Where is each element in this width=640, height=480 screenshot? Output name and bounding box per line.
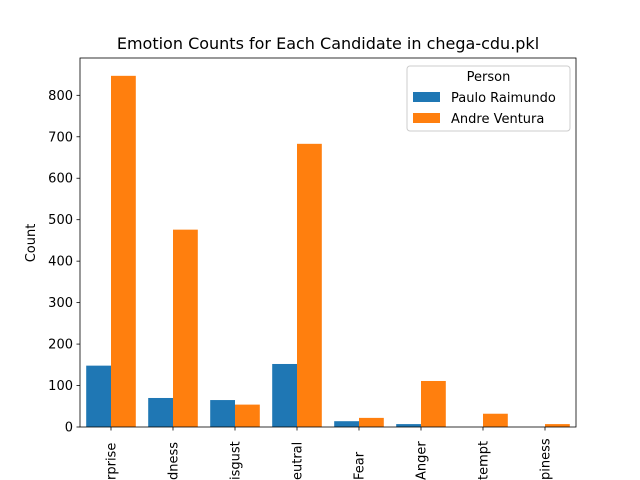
legend-label-paulo-raimundo: Paulo Raimundo: [451, 91, 556, 106]
legend-label-andre-ventura: Andre Ventura: [451, 112, 544, 127]
y-axis-label: Count: [24, 224, 39, 263]
bar-andre-ventura-neutral: [297, 143, 322, 427]
plot-frame: [79, 57, 577, 428]
bar-andre-ventura-surprise: [111, 75, 136, 427]
y-tick-label: 500: [48, 213, 73, 228]
chart-title: Emotion Counts for Each Candidate in che…: [117, 34, 539, 53]
bar-paulo-raimundo-neutral: [272, 363, 297, 427]
legend-box: [406, 65, 571, 132]
y-tick-label: 700: [48, 130, 73, 145]
y-tick-label: 100: [48, 379, 73, 394]
y-axis: 0 100 200 300 400 500 600 700 800: [48, 89, 80, 436]
bar-paulo-raimundo-fear: [334, 421, 359, 427]
bar-andre-ventura-contempt: [483, 413, 508, 427]
x-tick-label-contempt: tempt: [477, 441, 492, 480]
legend-swatch-andre-ventura: [413, 113, 440, 123]
bar-paulo-raimundo-sadness: [148, 397, 173, 427]
x-tick-label-sadness: dness: [167, 442, 182, 480]
y-tick-label: 0: [65, 421, 73, 436]
bar-andre-ventura-anger: [421, 380, 446, 427]
x-tick-label-happiness: piness: [539, 438, 554, 480]
y-tick-label: 300: [48, 296, 73, 311]
x-tick-label-surprise: rprise: [105, 443, 120, 480]
y-tick-label: 800: [48, 89, 73, 104]
bar-paulo-raimundo-disgust: [210, 400, 235, 427]
y-tick-label: 400: [48, 255, 73, 270]
bar-andre-ventura-sadness: [173, 229, 198, 427]
legend-swatch-paulo-raimundo: [413, 92, 440, 102]
bar-andre-ventura-disgust: [235, 404, 260, 427]
plot-area: [79, 57, 577, 428]
x-tick-label-neutral: eutral: [291, 442, 306, 480]
x-tick-label-fear: Fear: [353, 451, 368, 480]
bar-paulo-raimundo-surprise: [86, 365, 111, 427]
x-axis: rprise dness isgust eutral Fear Anger tempt pin…: [105, 427, 554, 480]
legend: Person Paulo Raimundo Andre Ventura: [406, 65, 571, 132]
legend-title: Person: [467, 70, 511, 85]
bar-paulo-raimundo-anger: [396, 424, 421, 427]
y-tick-label: 600: [48, 172, 73, 187]
x-tick-label-disgust: isgust: [229, 441, 244, 480]
bar-andre-ventura-happiness: [545, 424, 570, 427]
y-tick-label: 200: [48, 338, 73, 353]
x-tick-label-anger: Anger: [415, 441, 430, 480]
bar-andre-ventura-fear: [359, 417, 384, 427]
